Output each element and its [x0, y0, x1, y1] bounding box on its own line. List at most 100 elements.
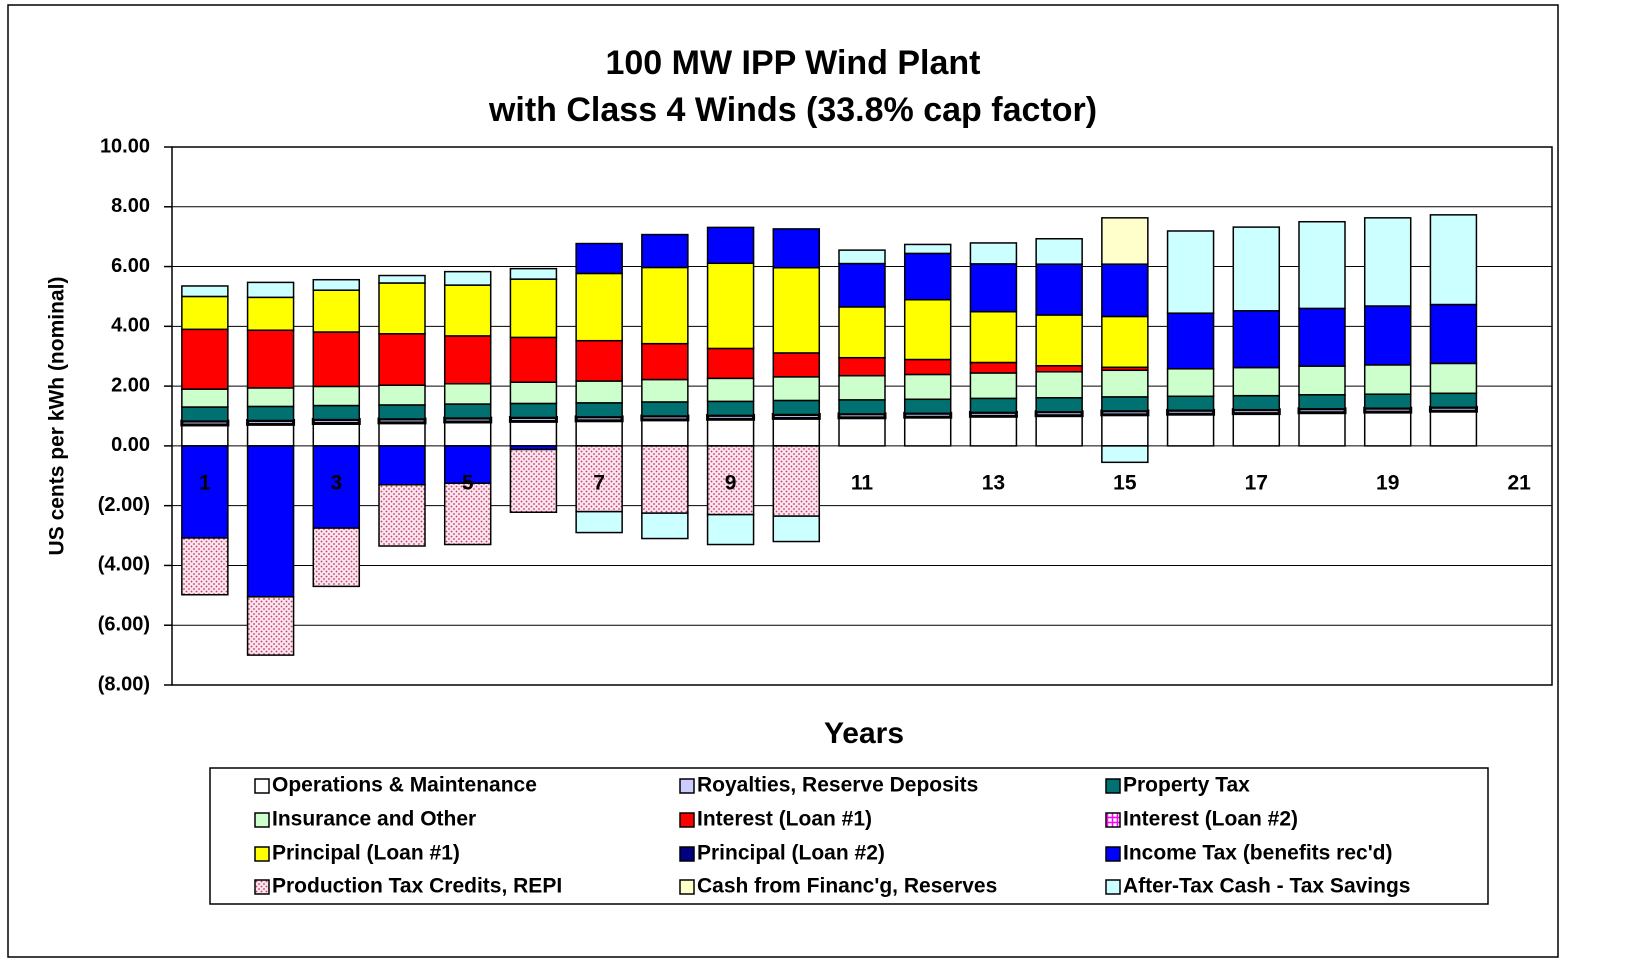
y-tick-label: 8.00: [111, 195, 150, 217]
bar-segment: [443, 335, 492, 385]
bar-segment: [378, 483, 426, 547]
bar-segment: [312, 422, 361, 447]
bar-segment: [1035, 414, 1083, 447]
bar-segment: [378, 422, 426, 447]
bar-segment: [1298, 365, 1346, 396]
bar-segment: [246, 596, 295, 656]
bar-segment: [903, 243, 952, 255]
y-tick-label: (6.00): [98, 614, 150, 636]
bar-segment: [903, 373, 952, 401]
x-tick-label: 21: [1507, 471, 1531, 494]
bar-segment: [312, 404, 361, 421]
bar-segment: [969, 397, 1018, 414]
y-tick-label: (2.00): [98, 494, 150, 516]
bar-segment: [1101, 369, 1149, 398]
bar-segment: [772, 445, 821, 517]
legend-label: Cash from Financ'g, Reserves: [697, 875, 997, 898]
y-tick-label: 2.00: [111, 374, 150, 396]
bar-segment: [1166, 368, 1215, 398]
bar-segment: [1035, 238, 1083, 265]
bar-segment: [1166, 230, 1215, 314]
bar-segment: [706, 262, 755, 350]
bar-segment: [575, 445, 623, 513]
y-tick-label: (4.00): [98, 554, 150, 576]
bar-segment: [706, 400, 755, 417]
bar-segment: [969, 372, 1018, 400]
chart-subtitle: with Class 4 Winds (33.8% cap factor): [488, 91, 1097, 129]
bar-segment: [1101, 263, 1149, 318]
bar-segment: [1363, 411, 1412, 447]
bar-segment: [575, 242, 623, 275]
legend-swatch: [254, 879, 270, 895]
bar-segment: [509, 278, 558, 339]
bar-segment: [443, 382, 492, 405]
bar-segment: [1298, 394, 1346, 410]
bar-segment: [641, 512, 689, 540]
y-tick-label: (8.00): [98, 673, 150, 695]
bar-segment: [838, 262, 886, 308]
bar-segment: [443, 284, 492, 337]
chart-title: 100 MW IPP Wind Plant: [605, 44, 980, 82]
bar-segment: [969, 361, 1018, 374]
x-tick-label: 17: [1245, 471, 1268, 494]
bar-segment: [1363, 364, 1412, 395]
bar-segment: [1101, 414, 1149, 447]
y-tick-label: 6.00: [111, 255, 150, 277]
bar-segment: [378, 282, 426, 335]
bar-segment: [312, 385, 361, 407]
bar-segment: [509, 402, 558, 419]
bar-segment: [378, 384, 426, 406]
legend-label: After-Tax Cash - Tax Savings: [1123, 875, 1410, 898]
bar-segment: [181, 285, 229, 298]
bar-segment: [641, 266, 689, 345]
bar-segment: [838, 356, 886, 377]
legend-label: Interest (Loan #1): [697, 808, 872, 831]
bar-segment: [1101, 445, 1149, 464]
bar-segment: [1429, 392, 1478, 409]
x-tick-label: 19: [1376, 471, 1399, 494]
legend-label: Property Tax: [1123, 774, 1250, 797]
bar-segment: [575, 380, 623, 404]
bar-segment: [575, 510, 623, 534]
legend-swatch: [254, 846, 270, 862]
bar-segment: [1363, 393, 1412, 409]
bar-segment: [1035, 397, 1083, 413]
bar-segment: [378, 274, 426, 284]
bar-segment: [181, 406, 229, 422]
bar-segment: [969, 415, 1018, 447]
bar-segment: [1298, 307, 1346, 367]
bar-segment: [509, 336, 558, 383]
bar-segment: [772, 376, 821, 402]
bar-segment: [1166, 395, 1215, 412]
bar-segment: [1035, 371, 1083, 399]
bar-segment: [772, 399, 821, 416]
bar-segment: [903, 252, 952, 301]
bar-segment: [312, 289, 361, 333]
bar-segment: [312, 527, 361, 588]
bar-segment: [838, 417, 886, 447]
bar-segment: [1429, 303, 1478, 365]
bar-segment: [706, 418, 755, 447]
bar-segment: [969, 310, 1018, 364]
bar-segment: [509, 420, 558, 447]
legend-swatch: [1105, 812, 1121, 828]
bar-segment: [1429, 214, 1478, 306]
legend-swatch: [679, 812, 695, 828]
y-axis-title: US cents per kWh (nominal): [46, 277, 69, 556]
legend-label: Income Tax (benefits rec'd): [1123, 842, 1393, 865]
bar-segment: [1232, 412, 1281, 447]
bar-segment: [1232, 226, 1281, 312]
bar-segment: [246, 329, 295, 389]
bar-segment: [1298, 411, 1346, 447]
bar-segment: [641, 378, 689, 403]
x-tick-label: 3: [330, 471, 342, 494]
bar-segment: [903, 298, 952, 361]
bar-segment: [509, 448, 558, 513]
bar-segment: [509, 267, 558, 280]
legend-label: Insurance and Other: [272, 808, 476, 831]
bar-segment: [378, 404, 426, 420]
bar-segment: [772, 267, 821, 354]
bar-segment: [641, 342, 689, 381]
bar-segment: [181, 424, 229, 447]
